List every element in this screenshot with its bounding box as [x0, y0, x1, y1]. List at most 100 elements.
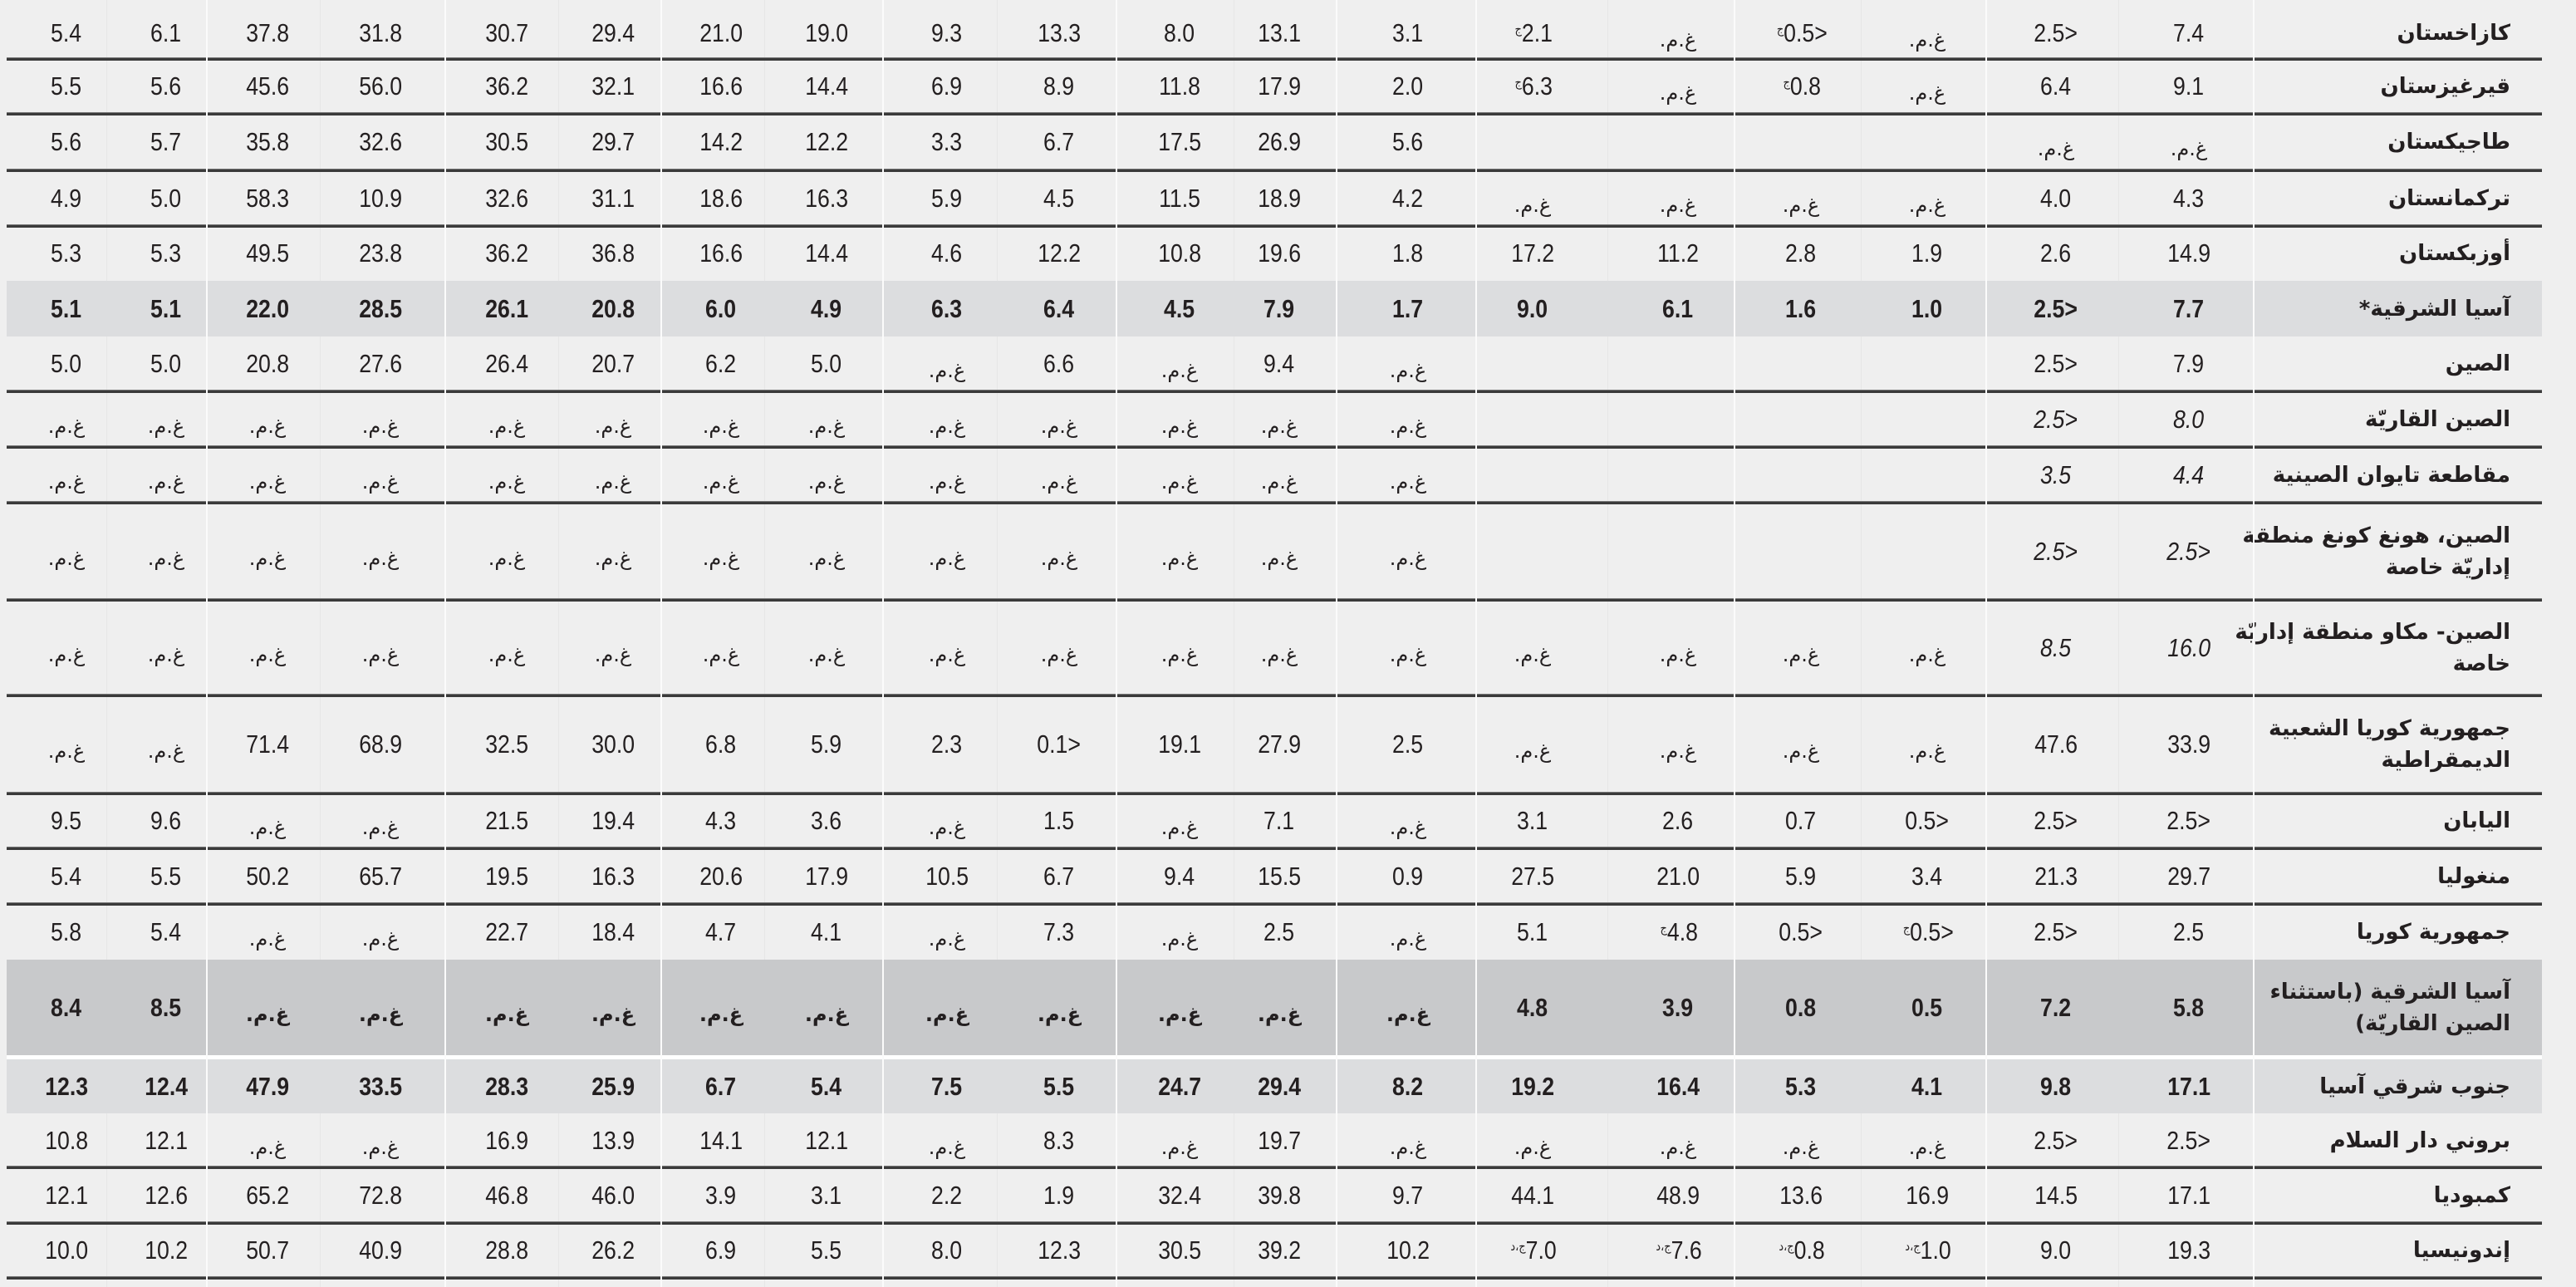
table-cell: 19.4: [559, 793, 667, 848]
cell-value: 12.1: [45, 1180, 88, 1210]
cell-value: 40.9: [359, 1235, 402, 1265]
cell-value: غ.م.: [1514, 642, 1552, 666]
cell-value: غ.م.: [699, 1002, 743, 1026]
table-cell: 7.1: [1225, 793, 1333, 848]
cell-value: 0.8: [1793, 1235, 1825, 1265]
cell-value: 19.7: [1258, 1125, 1301, 1155]
cell-value: 6.3: [931, 293, 963, 323]
row-rule: [7, 694, 2542, 697]
table-cell: 32.6: [453, 170, 561, 226]
table-cell: 7.3: [1005, 904, 1113, 960]
table-cell: غ.م.: [1479, 600, 1587, 695]
cell-value: 37.8: [246, 17, 289, 47]
table-cell: 12.3: [1005, 1223, 1113, 1278]
cell-value: 47.9: [246, 1071, 289, 1101]
cell-value: 30.5: [485, 127, 528, 156]
table-cell: 14.2: [667, 114, 775, 170]
table-cell: 71.4: [213, 695, 321, 793]
cell-value: غ.م.: [361, 469, 400, 494]
cell-value: 9.0: [1517, 293, 1548, 323]
cell-value: غ.م.: [147, 469, 185, 494]
table-cell: 45.6: [213, 59, 321, 114]
cell-value: 6.8: [705, 729, 737, 759]
cell-value: 27.6: [359, 349, 402, 378]
table-cell: غ.م.: [453, 503, 561, 600]
table-cell: 17.9: [1225, 59, 1333, 114]
cell-value: 29.7: [2167, 861, 2210, 891]
table-cell: غ.م.: [1479, 695, 1587, 793]
cell-value: 5.3: [1785, 1071, 1817, 1101]
table-cell: 39.8: [1225, 1167, 1333, 1223]
table-cell: <2.5: [2002, 904, 2110, 960]
cell-value: 19.4: [591, 806, 635, 835]
table-cell: غ.م.: [326, 960, 434, 1055]
cell-value: 5.6: [51, 127, 82, 156]
row-rule: [7, 445, 2542, 449]
table-cell: غ.م.: [893, 336, 1001, 391]
table-cell: غ.م.: [326, 600, 434, 695]
cell-value: 32.4: [1158, 1180, 1201, 1210]
cell-value: 32.6: [359, 127, 402, 156]
cell-value: غ.م.: [1260, 469, 1298, 494]
cell-value: 5.9: [811, 729, 842, 759]
cell-value: 46.0: [591, 1180, 635, 1210]
cell-value: 5.7: [150, 127, 182, 156]
cell-value: 0.5: [1911, 992, 1943, 1022]
table-cell: غ.م.: [1005, 600, 1113, 695]
cell-value: 6.7: [705, 1071, 737, 1101]
table-cell: 29.7: [2135, 848, 2243, 904]
cell-value: غ.م.: [248, 1135, 287, 1159]
row-label: طاجيكستان: [2387, 130, 2510, 155]
table-cell: 32.6: [326, 114, 434, 170]
table-cell: 6.2: [667, 336, 775, 391]
table-cell: 5.1: [12, 281, 120, 336]
cell-value: غ.م.: [361, 642, 400, 666]
table-cell: 4.3: [667, 793, 775, 848]
table-cell: 31.1: [559, 170, 667, 226]
table-cell: 9.3: [893, 7, 1001, 59]
table-cell: 6.3ج: [1479, 59, 1587, 114]
cell-value: غ.م.: [1160, 469, 1199, 494]
cell-value: 22.0: [246, 293, 289, 323]
cell-value: 2.0: [1392, 71, 1424, 101]
table-row: الصين القاريّة 8.0 <2.5 غ.م. غ.م. غ.م. غ.م. غ.م…: [7, 391, 2542, 449]
cell-value: 0.8: [1789, 71, 1821, 101]
cell-value: 2.5: [1392, 729, 1424, 759]
cell-value: 0.7: [1785, 806, 1817, 835]
table-cell: غ.م.: [1005, 503, 1113, 600]
cell-value: غ.م.: [1389, 469, 1427, 494]
cell-value: 20.6: [699, 861, 743, 891]
table-cell: 0.8: [1747, 960, 1855, 1055]
table-cell: 30.0: [559, 695, 667, 793]
table-cell: 47.6: [2002, 695, 2110, 793]
cell-value: 4.8: [1666, 916, 1698, 946]
cell-value: 13.1: [1258, 17, 1301, 47]
table-cell: 5.0: [112, 170, 220, 226]
cell-value: غ.م.: [1257, 1002, 1302, 1026]
table-cell: 11.5: [1126, 170, 1234, 226]
table-cell: 19.7: [1225, 1113, 1333, 1167]
table-cell: غ.م.: [1225, 600, 1333, 695]
table-cell: 19.2: [1479, 1059, 1587, 1113]
table-cell: غ.م.: [1354, 600, 1462, 695]
cell-value: 2.5: [1263, 916, 1295, 946]
table-cell: 58.3: [213, 170, 321, 226]
table-cell: 68.9: [326, 695, 434, 793]
cell-value: 3.4: [1911, 861, 1943, 891]
table-cell: [1624, 336, 1732, 391]
table-cell: 8.3: [1005, 1113, 1113, 1167]
table-cell: 9.4: [1225, 336, 1333, 391]
table-cell: 12.2: [1005, 226, 1113, 281]
table-cell: غ.م.: [326, 793, 434, 848]
cell-value: 5.0: [150, 349, 182, 378]
cell-value: غ.م.: [1040, 642, 1078, 666]
table-cell: 16.6: [667, 59, 775, 114]
table-cell: [1747, 447, 1855, 503]
table-cell: غ.م.: [1873, 7, 1981, 59]
table-cell: غ.م.: [559, 447, 667, 503]
row-label: الصين القاريّة: [2364, 406, 2510, 432]
cell-value: 39.2: [1258, 1235, 1301, 1265]
table-row: اليابان <2.5 <2.5 <0.5 0.7 2.6 3.1 غ.م. 7.1 غ.م. 1…: [7, 793, 2542, 850]
table-cell: غ.م.: [326, 904, 434, 960]
table-cell: 47.9: [213, 1059, 321, 1113]
